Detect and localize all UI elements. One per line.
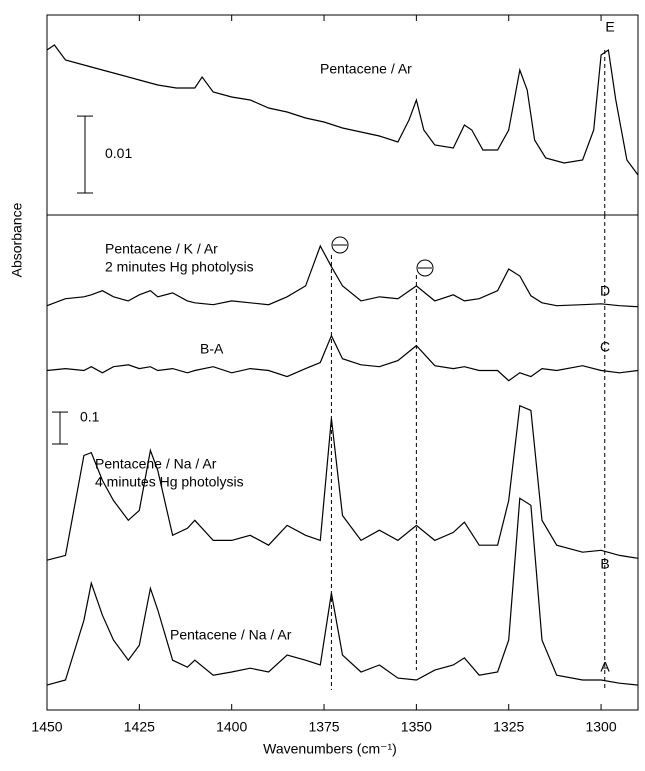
spectrum-line: [46, 334, 639, 382]
x-tick-label: 1300: [585, 719, 616, 735]
spectrum-line: [46, 404, 639, 561]
annotation: 2 minutes Hg photolysis: [105, 259, 254, 275]
trace-label: E: [605, 19, 614, 35]
annotation: Pentacene / Ar: [320, 61, 412, 77]
x-tick-label: 1450: [31, 719, 62, 735]
plot-frame: [46, 14, 639, 711]
scale-bar-label: 0.01: [105, 145, 132, 161]
minus-symbol: [331, 236, 434, 277]
trace-label: C: [600, 339, 610, 355]
scale-bar-label: 0.1: [80, 409, 100, 425]
annotation: B-A: [200, 341, 224, 357]
x-axis-title: Wavenumbers (cm⁻¹): [263, 741, 397, 757]
trace-label: B: [600, 556, 609, 572]
annotation: Pentacene / Na / Ar: [95, 456, 217, 472]
annotation: Pentacene / K / Ar: [105, 241, 218, 257]
x-tick-label: 1400: [216, 719, 247, 735]
x-tick-label: 1425: [124, 719, 155, 735]
spectrum-line: [46, 44, 639, 176]
trace-label: D: [600, 283, 610, 299]
x-tick-label: 1350: [401, 719, 432, 735]
x-tick-label: 1325: [493, 719, 524, 735]
trace-label: A: [600, 659, 610, 675]
annotation: 4 minutes Hg photolysis: [95, 474, 244, 490]
x-tick-label: 1375: [308, 719, 339, 735]
spectrum-line: [46, 497, 639, 686]
y-axis-title: Absorbance: [9, 202, 25, 277]
spectrum-line: [46, 244, 639, 308]
annotation: Pentacene / Na / Ar: [170, 627, 292, 643]
